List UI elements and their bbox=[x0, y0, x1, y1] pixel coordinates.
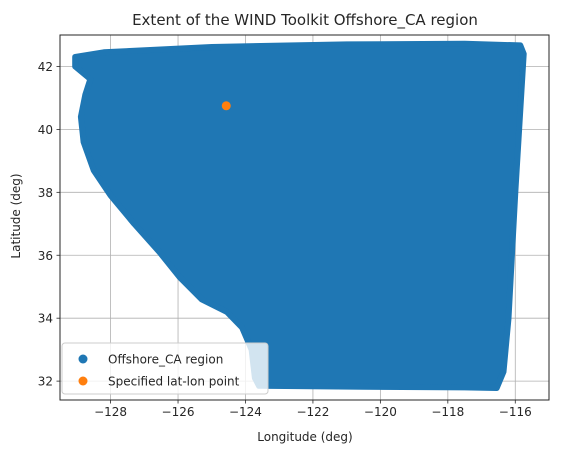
legend-marker-specified-point bbox=[78, 376, 88, 386]
y-tick-label: 40 bbox=[38, 123, 53, 137]
specified-point-marker bbox=[221, 101, 231, 111]
x-tick-label: −122 bbox=[296, 405, 329, 419]
x-tick-label: −126 bbox=[162, 405, 195, 419]
y-axis-label: Latitude (deg) bbox=[9, 173, 23, 258]
legend: Offshore_CA region Specified lat-lon poi… bbox=[61, 342, 269, 395]
legend-marker-offshore-region bbox=[78, 354, 88, 364]
y-tick-label: 34 bbox=[38, 312, 53, 326]
chart-title: Extent of the WIND Toolkit Offshore_CA r… bbox=[132, 11, 478, 30]
x-tick-label: −120 bbox=[364, 405, 397, 419]
legend-label-specified-point: Specified lat-lon point bbox=[108, 375, 240, 389]
y-tick-label: 36 bbox=[38, 249, 53, 263]
y-tick-label: 32 bbox=[38, 375, 53, 389]
x-tick-label: −124 bbox=[229, 405, 262, 419]
x-axis-label: Longitude (deg) bbox=[257, 430, 352, 444]
legend-box bbox=[61, 342, 269, 395]
x-tick-label: −128 bbox=[94, 405, 127, 419]
y-tick-label: 42 bbox=[38, 60, 53, 74]
x-tick-label: −118 bbox=[431, 405, 464, 419]
axes-frame bbox=[59, 34, 550, 401]
y-tick-label: 38 bbox=[38, 186, 53, 200]
ticks: −128 −126 −124 −122 −120 −118 −116 32 34 36 38 40 42 bbox=[38, 60, 532, 419]
legend-label-offshore-region: Offshore_CA region bbox=[108, 353, 223, 367]
x-tick-label: −116 bbox=[499, 405, 532, 419]
